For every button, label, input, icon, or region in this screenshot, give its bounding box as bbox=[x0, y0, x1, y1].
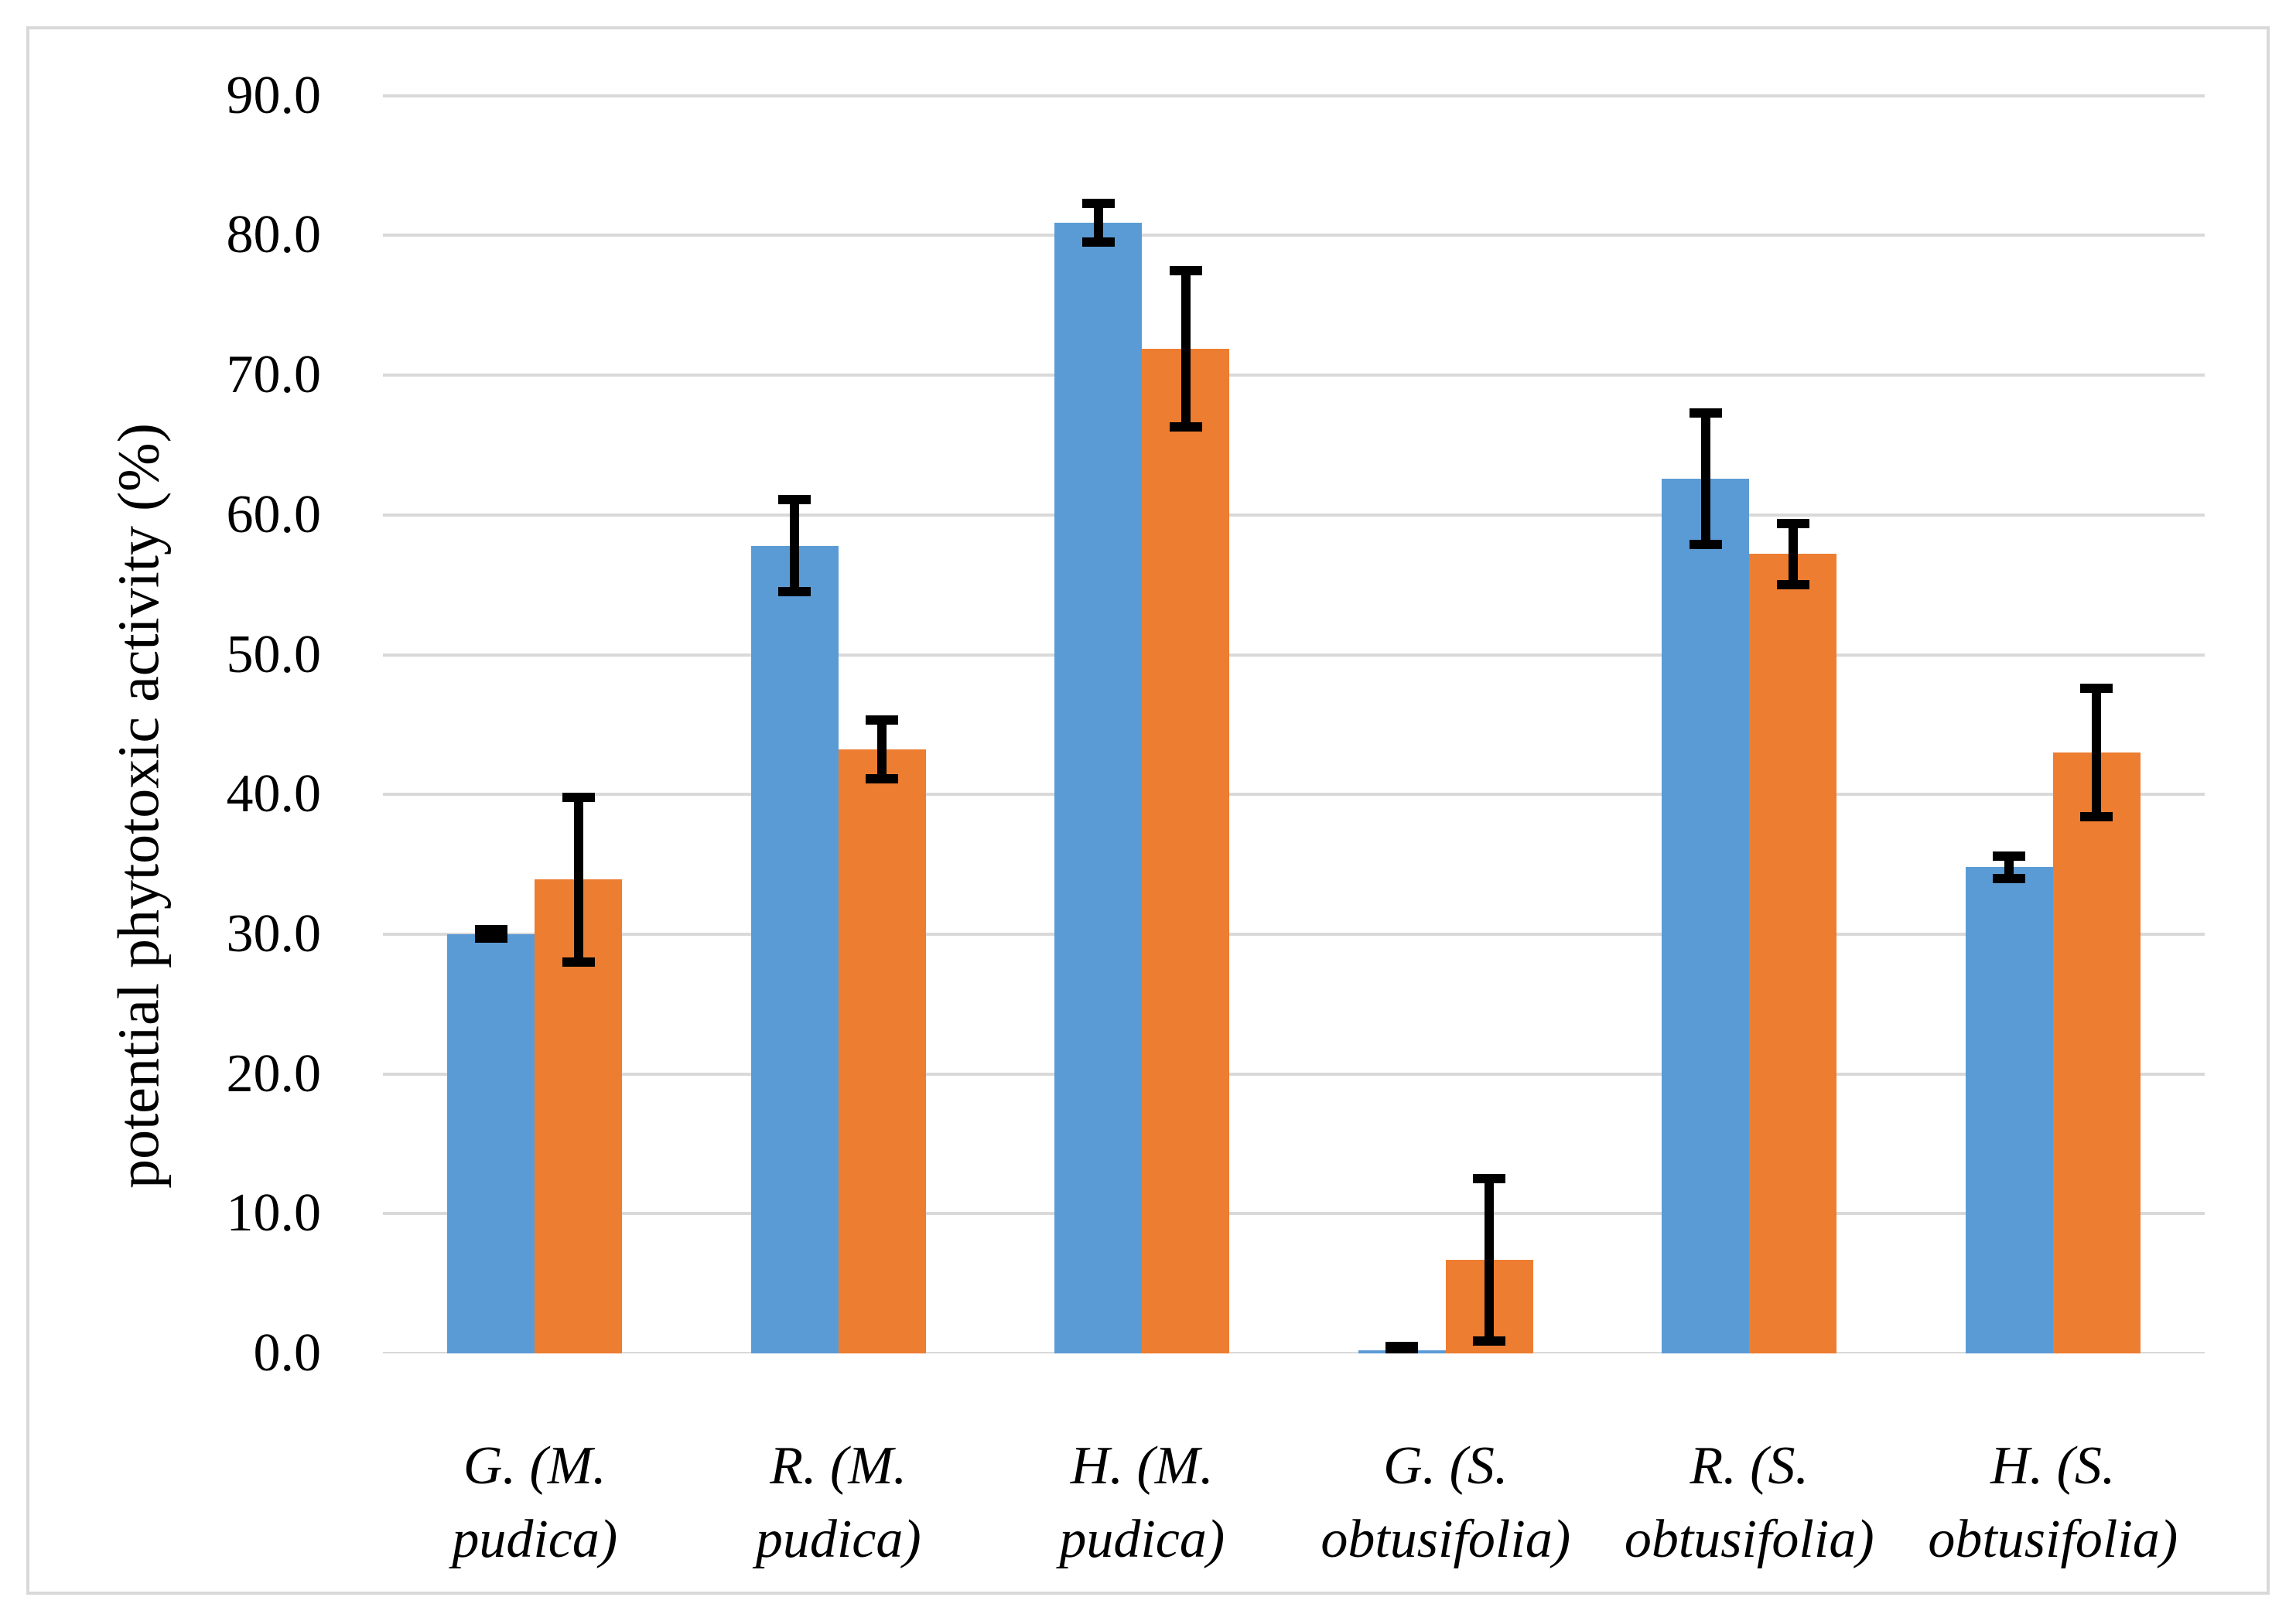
bar-series1-1 bbox=[750, 545, 839, 1353]
bar-group-0 bbox=[383, 58, 687, 1353]
error-bar-cap-top-series2-1 bbox=[866, 715, 899, 725]
y-tick-label-60.0: 60.0 bbox=[226, 484, 322, 544]
bar-series1-5 bbox=[1965, 867, 2053, 1353]
bar-group-5 bbox=[1901, 58, 2205, 1353]
bar-series2-4 bbox=[1749, 554, 1837, 1353]
error-bar-cap-bottom-series1-0 bbox=[474, 933, 507, 944]
x-category-label-1-line1: R. (M. bbox=[770, 1436, 907, 1496]
error-bar-cap-bottom-series1-1 bbox=[778, 587, 811, 597]
x-category-label-3-line2: obtusifolia) bbox=[1321, 1510, 1571, 1569]
gridline-40 bbox=[383, 793, 2205, 797]
error-bar-cap-top-series1-3 bbox=[1385, 1341, 1419, 1351]
plot-area bbox=[383, 58, 2205, 1353]
error-bar-series1-2 bbox=[1093, 203, 1103, 243]
y-tick-label-20.0: 20.0 bbox=[226, 1043, 322, 1104]
error-bar-series2-1 bbox=[877, 720, 887, 780]
gridline-80 bbox=[383, 234, 2205, 237]
x-category-label-5: H. (S. obtusifolia) bbox=[1901, 1429, 2205, 1576]
y-tick-label-90.0: 90.0 bbox=[226, 65, 322, 125]
bar-series2-1 bbox=[838, 749, 926, 1353]
x-category-label-5-line2: obtusifolia) bbox=[1928, 1510, 2178, 1569]
gridline-30 bbox=[383, 932, 2205, 936]
error-bar-cap-bottom-series1-2 bbox=[1081, 237, 1115, 247]
gridline-60 bbox=[383, 513, 2205, 517]
error-bar-series2-5 bbox=[2092, 688, 2102, 817]
x-category-label-4-line1: R. (S. bbox=[1690, 1436, 1809, 1496]
error-bar-cap-top-series1-4 bbox=[1689, 408, 1722, 418]
x-category-label-0-line1: G. (M. bbox=[463, 1436, 606, 1496]
bar-group-1 bbox=[687, 58, 991, 1353]
error-bar-cap-bottom-series1-3 bbox=[1385, 1350, 1419, 1353]
x-category-label-3-line1: G. (S. bbox=[1383, 1436, 1508, 1496]
bar-group-2 bbox=[990, 58, 1294, 1353]
y-tick-label-40.0: 40.0 bbox=[226, 764, 322, 824]
error-bar-cap-top-series2-2 bbox=[1169, 265, 1202, 275]
error-bar-cap-top-series2-0 bbox=[562, 792, 595, 802]
error-bar-series1-4 bbox=[1700, 412, 1710, 544]
x-category-label-2-line2: pudica) bbox=[1059, 1510, 1225, 1569]
error-bar-cap-top-series2-3 bbox=[1473, 1174, 1506, 1184]
error-bar-cap-bottom-series2-2 bbox=[1169, 421, 1202, 432]
error-bar-cap-bottom-series2-0 bbox=[562, 957, 595, 967]
x-category-label-0: G. (M. pudica) bbox=[383, 1429, 687, 1576]
y-tick-label-10.0: 10.0 bbox=[226, 1183, 322, 1244]
bar-group-3 bbox=[1294, 58, 1598, 1353]
error-bar-cap-bottom-series2-4 bbox=[1776, 580, 1809, 590]
x-axis-line bbox=[383, 1352, 2205, 1353]
y-tick-label-50.0: 50.0 bbox=[226, 624, 322, 684]
y-tick-label-0.0: 0.0 bbox=[253, 1323, 322, 1383]
error-bar-cap-bottom-series2-5 bbox=[2080, 812, 2113, 822]
x-category-label-5-line1: H. (S. bbox=[1990, 1436, 2116, 1496]
y-tick-label-70.0: 70.0 bbox=[226, 345, 322, 405]
error-bar-series2-3 bbox=[1485, 1179, 1495, 1341]
bar-group-4 bbox=[1597, 58, 1901, 1353]
bar-series2-5 bbox=[2052, 752, 2141, 1353]
bar-series2-2 bbox=[1142, 348, 1230, 1353]
x-category-label-3: G. (S. obtusifolia) bbox=[1294, 1429, 1598, 1576]
error-bar-cap-bottom-series1-4 bbox=[1689, 539, 1722, 549]
error-bar-cap-top-series1-2 bbox=[1081, 198, 1115, 208]
x-category-label-4-line2: obtusifolia) bbox=[1624, 1510, 1874, 1569]
y-tick-label-80.0: 80.0 bbox=[226, 205, 322, 265]
x-category-label-2: H. (M. pudica) bbox=[990, 1429, 1294, 1576]
x-category-label-1: R. (M. pudica) bbox=[687, 1429, 991, 1576]
error-bar-cap-top-series1-5 bbox=[1993, 851, 2026, 861]
bar-series1-2 bbox=[1054, 223, 1143, 1353]
error-bar-series2-0 bbox=[573, 797, 583, 963]
x-axis-labels: G. (M. pudica) R. (M. pudica) H. (M. pudica) G… bbox=[383, 1429, 2205, 1584]
y-tick-label-30.0: 30.0 bbox=[226, 903, 322, 964]
gridline-10 bbox=[383, 1212, 2205, 1216]
error-bar-cap-bottom-series1-5 bbox=[1993, 873, 2026, 883]
gridline-70 bbox=[383, 374, 2205, 377]
x-category-label-1-line2: pudica) bbox=[755, 1510, 921, 1569]
error-bar-cap-top-series2-5 bbox=[2080, 683, 2113, 693]
error-bar-cap-bottom-series2-3 bbox=[1473, 1336, 1506, 1346]
gridline-90 bbox=[383, 94, 2205, 97]
x-category-label-0-line2: pudica) bbox=[452, 1510, 618, 1569]
error-bar-cap-top-series1-1 bbox=[778, 494, 811, 504]
error-bar-series1-5 bbox=[2004, 855, 2014, 879]
x-category-label-2-line1: H. (M. bbox=[1070, 1436, 1214, 1496]
error-bar-cap-top-series1-0 bbox=[474, 925, 507, 935]
y-axis-tick-labels: 0.0 10.0 20.0 30.0 40.0 50.0 60.0 70.0 80.0 90.0 bbox=[77, 58, 322, 1380]
x-category-label-4: R. (S. obtusifolia) bbox=[1597, 1429, 1901, 1576]
bar-series1-0 bbox=[447, 933, 535, 1353]
bar-series1-4 bbox=[1662, 478, 1750, 1353]
gridline-50 bbox=[383, 653, 2205, 657]
error-bar-series2-2 bbox=[1180, 270, 1191, 427]
error-bar-cap-bottom-series2-1 bbox=[866, 774, 899, 784]
error-bar-series1-1 bbox=[790, 499, 800, 592]
error-bar-cap-top-series2-4 bbox=[1776, 518, 1809, 528]
error-bar-series2-4 bbox=[1788, 523, 1798, 585]
gridline-20 bbox=[383, 1072, 2205, 1076]
